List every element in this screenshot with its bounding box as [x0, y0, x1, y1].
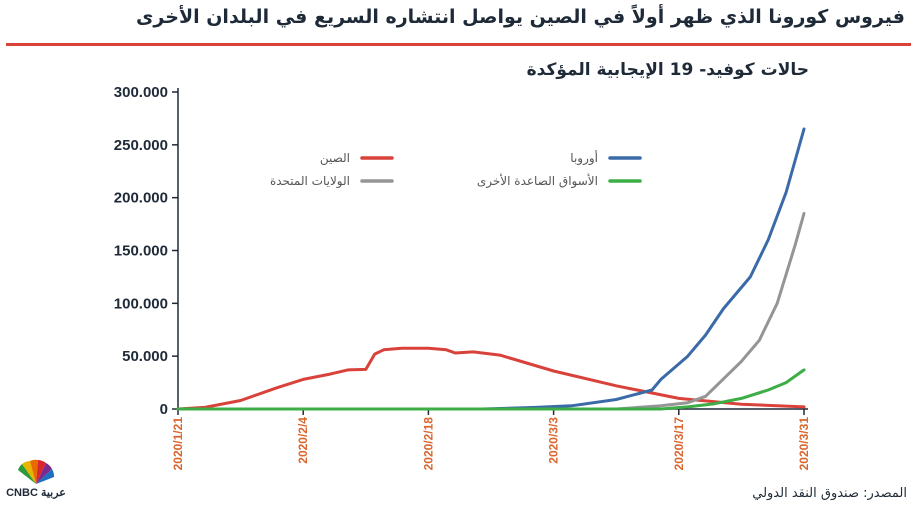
series-line: [176, 212, 806, 411]
legend-label: الولايات المتحدة: [270, 174, 350, 189]
x-tick-label: 2020/3/31: [797, 417, 811, 471]
y-tick-label: 150.000: [114, 243, 168, 260]
series-line: [176, 127, 806, 411]
y-tick-label: 200.000: [114, 190, 168, 207]
title-divider: [6, 43, 911, 46]
y-tick-label: 300.000: [114, 84, 168, 101]
source-note: المصدر: صندوق النقد الدولي: [752, 486, 907, 501]
cnbc-arabia-logo: CNBC عربية: [6, 459, 66, 499]
chart-title: فيروس كورونا الذي ظهر أولاً في الصين يوا…: [136, 6, 905, 28]
peacock-icon: [18, 459, 55, 484]
x-tick-label: 2020/3/17: [672, 417, 686, 471]
y-tick-label: 100.000: [114, 295, 168, 312]
chart-subtitle: حالات كوفيد- 19 الإيجابية المؤكدة: [526, 60, 809, 80]
x-tick-label: 2020/3/3: [547, 417, 561, 464]
x-tick-label: 2020/2/18: [421, 417, 435, 471]
series-line: [176, 368, 806, 411]
logo-text: CNBC عربية: [6, 487, 66, 499]
y-tick-label: 50.000: [122, 348, 168, 365]
y-tick-label: 250.000: [114, 137, 168, 154]
legend-label: الصين: [320, 151, 350, 166]
legend-label: أوروبا: [570, 150, 598, 166]
x-tick-label: 2020/1/21: [171, 417, 185, 471]
legend-label: الأسواق الصاعدة الأخرى: [477, 173, 598, 189]
y-tick-label: 0: [160, 401, 168, 418]
x-tick-label: 2020/2/4: [296, 417, 310, 464]
series-line: [176, 346, 806, 411]
